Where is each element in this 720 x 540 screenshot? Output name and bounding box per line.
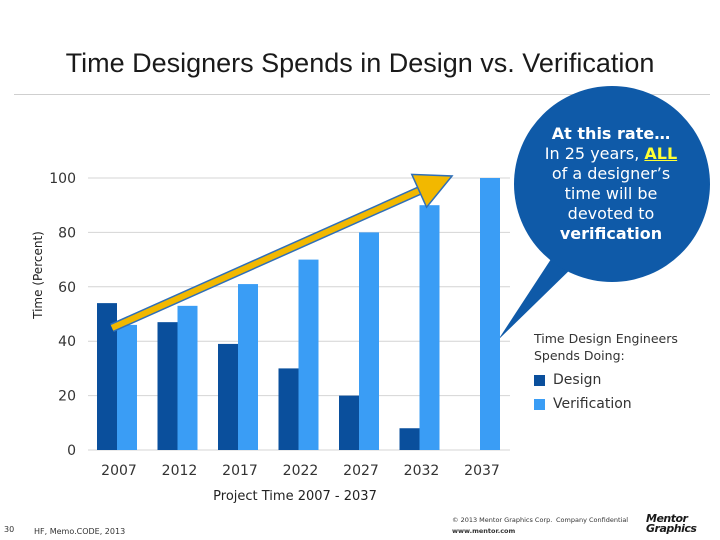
x-tick-label: 2032: [404, 463, 440, 479]
bar-design-2007: [97, 303, 117, 450]
y-tick-label: 80: [58, 225, 76, 241]
callout-text: At this rate… In 25 years, ALL of a desi…: [522, 124, 700, 244]
bar-design-2027: [339, 395, 359, 450]
slide-number: 30: [4, 525, 15, 534]
bar-design-2017: [218, 343, 238, 450]
callout-line-6: verification: [559, 224, 663, 243]
x-tick-label: 2027: [343, 463, 379, 479]
footer-url[interactable]: www.mentor.com: [452, 527, 516, 535]
x-tick-label: 2007: [101, 463, 137, 479]
bar-verification-2022: [298, 259, 319, 450]
x-tick-label: 2017: [222, 463, 258, 479]
bar-verification-2007: [117, 324, 137, 450]
callout-bubble: [514, 86, 710, 282]
x-tick-label: 2037: [464, 463, 500, 479]
bar-verification-2012: [177, 305, 198, 450]
callout-all-highlight: ALL: [644, 144, 678, 163]
logo-line-2: Graphics: [646, 522, 697, 535]
y-axis-label: Time (Percent): [31, 231, 45, 319]
legend-swatch-design: [534, 374, 545, 386]
mentor-graphics-logo: Mentor Graphics: [646, 512, 697, 535]
callout-line-5: devoted to: [567, 204, 655, 223]
y-tick-label: 0: [67, 443, 76, 459]
callout-line-4: time will be: [564, 184, 658, 203]
y-tick-label: 40: [58, 334, 76, 350]
legend-label-design: Design: [553, 372, 602, 388]
y-tick-label: 100: [49, 171, 76, 187]
slide-title: Time Designers Spends in Design vs. Veri…: [65, 48, 655, 78]
y-tick-label: 60: [58, 280, 76, 296]
bar-design-2012: [157, 322, 178, 450]
footer-event: HF, Memo.CODE, 2013: [34, 527, 126, 536]
x-axis-label: Project Time 2007 - 2037: [213, 489, 377, 504]
bar-design-2022: [278, 368, 299, 450]
x-tick-label: 2022: [283, 463, 319, 479]
bar-verification-2032: [419, 205, 440, 450]
trend-arrow-head: [410, 173, 454, 209]
logo-line-1: Mentor: [646, 512, 688, 525]
legend-title: Time Design Engineers Spends Doing:: [534, 331, 678, 363]
legend-item-verification: Verification: [534, 396, 694, 412]
title-divider: [14, 94, 710, 95]
callout-line-2-text: In 25 years,: [544, 144, 640, 163]
legend-swatch-verification: [534, 398, 545, 410]
callout-tail: [498, 253, 578, 340]
trend-arrow-shaft: [110, 188, 421, 331]
x-tick-label: 2012: [162, 463, 198, 479]
footer-confidential: Company Confidential: [556, 516, 629, 524]
bar-design-2032: [399, 428, 420, 450]
legend-item-design: Design: [534, 372, 694, 388]
callout-line-3: of a designer’s: [551, 164, 671, 183]
footer-copyright: © 2013 Mentor Graphics Corp.: [452, 516, 553, 524]
bar-verification-2037: [480, 178, 500, 450]
callout-line-2: In 25 years, ALL: [522, 144, 700, 164]
legend-label-verification: Verification: [553, 396, 632, 412]
legend: Time Design Engineers Spends Doing: Desi…: [534, 330, 694, 412]
bar-verification-2027: [359, 232, 379, 450]
bar-verification-2017: [238, 284, 258, 450]
callout-line-1: At this rate…: [551, 124, 671, 143]
y-tick-label: 20: [58, 389, 76, 405]
